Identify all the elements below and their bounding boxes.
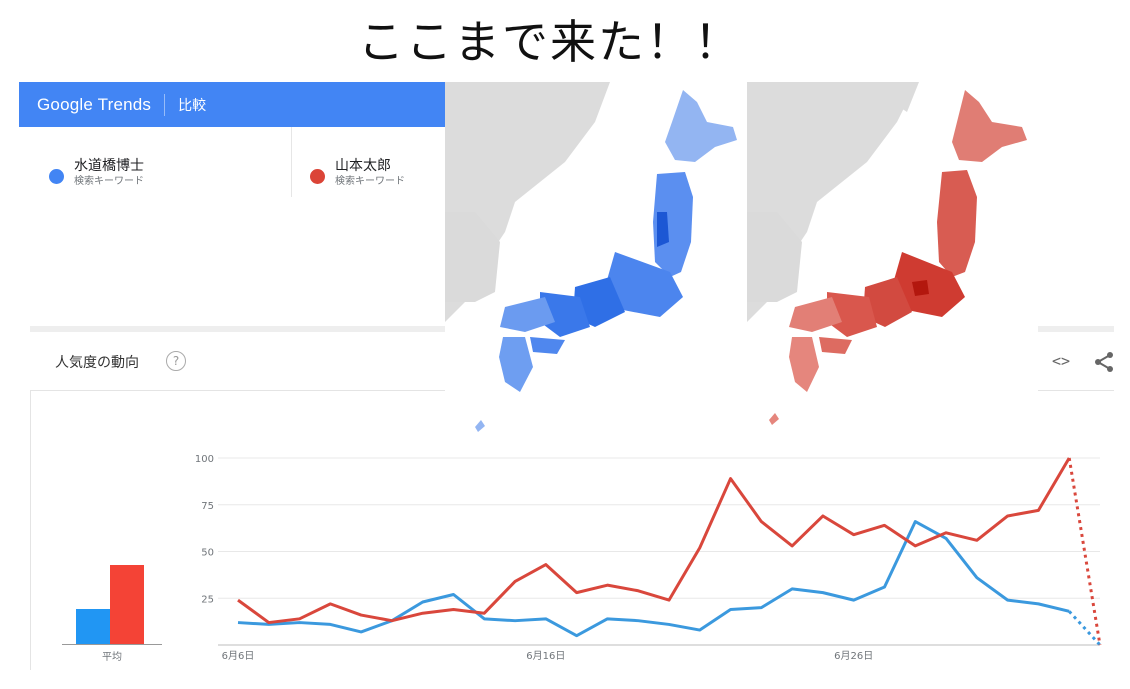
keyword-name: 山本太郎 [335, 158, 391, 174]
headline: ここまで来た！！ [358, 15, 742, 69]
chugoku-shape [789, 297, 842, 332]
kanto-shape [605, 252, 683, 317]
kyushu-shape [789, 337, 819, 392]
keyword-name: 水道橋博士 [74, 158, 144, 174]
shikoku-shape [819, 337, 852, 354]
series-line-2 [237, 457, 1071, 625]
keyword-list: 水道橋博士 検索キーワード 山本太郎 検索キーワード [19, 127, 445, 197]
y-tick-label: 25 [201, 594, 214, 605]
continent-shape [747, 82, 917, 322]
series-partial-1 [1068, 610, 1102, 647]
help-icon[interactable]: ? [166, 351, 186, 371]
embed-icon[interactable]: <> [1052, 352, 1071, 370]
yamagata-shape [657, 212, 669, 247]
kinki-shape [540, 292, 590, 337]
keyword-type: 検索キーワード [335, 176, 405, 187]
continent-shape [445, 82, 610, 322]
tohoku-shape [937, 170, 977, 277]
y-tick-label: 100 [195, 454, 214, 465]
blue-dot-icon [49, 169, 64, 184]
x-tick-label: 6月26日 [834, 650, 873, 662]
chubu-shape [863, 277, 912, 327]
sakhalin-shape [580, 82, 605, 112]
trends-header: Google Trends 比較 [19, 82, 445, 127]
map-keyword-2 [747, 82, 1038, 427]
header-divider [164, 93, 166, 116]
sakhalin-shape [892, 82, 919, 112]
chugoku-shape [500, 297, 555, 332]
okinawa-shape [769, 413, 779, 425]
average-axis [62, 644, 162, 645]
average-bar-blue [76, 608, 110, 645]
keyword-divider [291, 127, 292, 197]
hokkaido-shape [952, 90, 1027, 162]
hokkaido-shape [665, 90, 737, 162]
compare-label: 比較 [178, 97, 207, 114]
red-dot-icon [310, 169, 325, 184]
y-tick-label: 75 [201, 501, 214, 512]
google-trends-logo[interactable]: Google Trends [37, 94, 152, 114]
panel-border [30, 390, 31, 670]
yamanashi-shape [912, 280, 929, 296]
keyword-item-1[interactable]: 水道橋博士 検索キーワード [49, 157, 144, 189]
interest-line-chart: 100 75 50 25 6月6日 6月16日 6月26日 [195, 454, 1102, 662]
map-keyword-1 [445, 82, 747, 447]
keyword-type: 検索キーワード [74, 176, 144, 187]
share-icon[interactable] [1092, 350, 1116, 378]
x-tick-label: 6月16日 [526, 650, 565, 662]
x-tick-label: 6月6日 [222, 650, 255, 662]
panel-title: 人気度の動向 [55, 355, 139, 371]
keyword-item-2[interactable]: 山本太郎 検索キーワード [310, 157, 405, 189]
kinki-shape [827, 292, 877, 337]
kyushu-shape [499, 337, 533, 392]
korea-shape [747, 212, 802, 302]
kanto-shape [892, 252, 965, 317]
average-chart: 平均 [62, 560, 162, 665]
series-line-1 [237, 520, 1070, 638]
chubu-shape [573, 277, 625, 327]
average-label: 平均 [102, 652, 122, 663]
y-tick-label: 50 [201, 548, 214, 559]
okinawa-shape [475, 420, 485, 432]
shikoku-shape [530, 337, 565, 354]
tohoku-shape [653, 172, 693, 277]
average-bar-red [110, 565, 144, 645]
korea-shape [445, 212, 500, 302]
